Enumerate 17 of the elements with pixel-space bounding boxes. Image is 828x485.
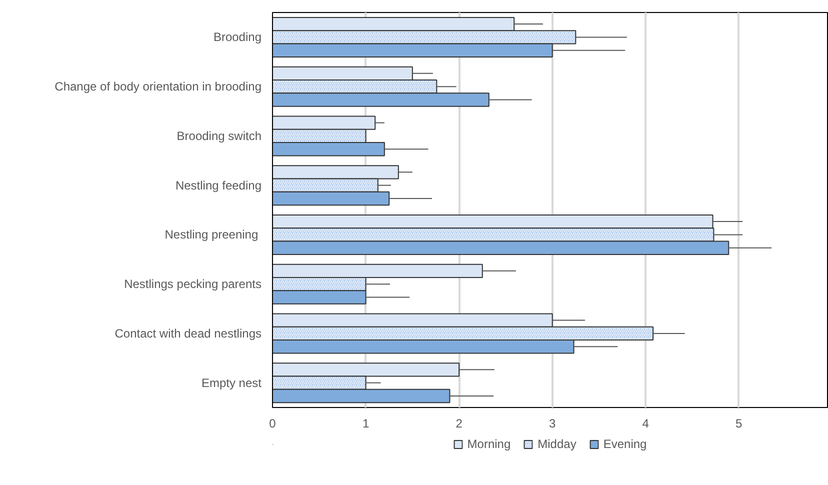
x-tick-label: 3 [548,416,556,430]
y-tick-label: Nestling feeding [175,178,262,192]
legend-label: Evening [603,437,647,451]
x-tick-label: 2 [456,416,463,430]
y-tick-label: Nestling preening [164,228,258,242]
x-tick-label: 4 [642,416,650,430]
y-tick-label: Brooding [213,30,262,44]
y-tick-label: Nestlings pecking parents [124,277,262,292]
y-tick-label: Change of body orientation in brooding [54,80,262,94]
x-tick-label: 5 [736,416,743,430]
y-tick-label: Brooding switch [176,128,262,143]
y-tick-label: Empty nest [201,376,262,390]
x-tick-label: 0 [269,416,276,430]
legend-label: Morning [467,437,511,451]
x-tick-label: 1 [362,416,370,430]
y-tick-label: Contact with dead nestlings [114,326,262,340]
legend-label: Midday [538,437,576,451]
